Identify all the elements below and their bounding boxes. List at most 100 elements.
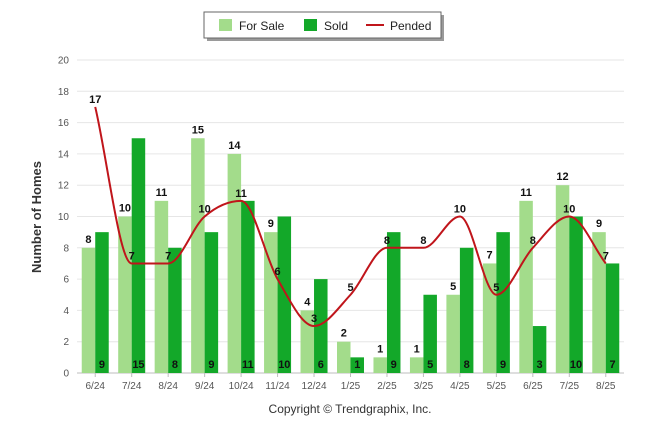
pended-line-layer [94, 106, 607, 328]
bar-sold [569, 216, 583, 373]
label-sold: 10 [570, 359, 582, 371]
label-pended: 7 [603, 250, 609, 262]
label-pended: 5 [347, 282, 353, 294]
y-tick-label: 20 [58, 56, 70, 67]
label-for-sale: 4 [304, 296, 311, 308]
label-sold: 1 [354, 359, 360, 371]
label-sold: 11 [242, 359, 254, 371]
legend-swatch-sold [304, 19, 317, 31]
label-for-sale: 9 [596, 218, 602, 230]
label-sold: 10 [278, 359, 290, 371]
bar-for-sale [482, 263, 497, 373]
label-for-sale: 8 [85, 234, 91, 246]
label-for-sale: 9 [268, 218, 274, 230]
label-for-sale: 11 [156, 187, 168, 199]
bar-for-sale [337, 341, 351, 373]
label-for-sale: 14 [228, 140, 241, 152]
label-for-sale: 1 [377, 343, 383, 355]
bar-for-sale [592, 232, 606, 373]
bar-for-sale [446, 294, 460, 373]
label-pended: 7 [129, 250, 135, 262]
bar-for-sale [154, 200, 169, 373]
label-pended: 17 [89, 94, 101, 106]
legend-label-for-sale: For Sale [239, 19, 285, 33]
label-pended: 5 [493, 282, 499, 294]
y-tick-label: 12 [58, 181, 70, 192]
y-tick-label: 8 [63, 243, 69, 254]
label-pended: 7 [165, 250, 171, 262]
label-pended: 8 [384, 235, 390, 247]
label-pended: 8 [530, 235, 536, 247]
bars [81, 138, 620, 373]
x-tick-label: 9/24 [195, 381, 215, 392]
bar-sold [204, 232, 219, 373]
x-tick-label: 1/25 [341, 381, 361, 392]
label-pended: 10 [199, 204, 211, 216]
y-tick-label: 6 [63, 275, 69, 286]
label-for-sale: 12 [556, 171, 568, 183]
y-tick-label: 16 [58, 118, 70, 129]
label-pended: 11 [235, 188, 247, 200]
label-sold: 9 [391, 359, 397, 371]
x-tick-label: 12/24 [302, 381, 327, 392]
label-sold: 9 [500, 359, 506, 371]
label-sold: 9 [99, 359, 105, 371]
bar-for-sale [81, 247, 96, 373]
bar-sold [605, 263, 620, 373]
label-sold: 15 [132, 359, 144, 371]
bar-sold [241, 200, 255, 373]
bar-sold [386, 232, 401, 373]
y-tick-label: 4 [63, 306, 69, 317]
bar-sold [277, 216, 292, 373]
label-for-sale: 10 [119, 203, 131, 215]
copyright-text: Copyright © Trendgraphix, Inc. [269, 402, 432, 416]
bar-sold [168, 247, 182, 373]
bar-sold [95, 232, 109, 373]
label-sold: 6 [318, 359, 324, 371]
label-sold: 3 [537, 359, 543, 371]
legend-box [203, 11, 442, 39]
label-pended: 3 [311, 313, 317, 325]
bar-for-sale [373, 357, 387, 373]
x-tick-label: 3/25 [414, 381, 434, 392]
x-tick-label: 8/25 [596, 381, 616, 392]
x-tick-label: 7/24 [122, 381, 142, 392]
bar-for-sale [191, 138, 205, 373]
label-pended: 8 [420, 235, 426, 247]
bar-for-sale [227, 153, 242, 373]
label-pended: 10 [454, 204, 466, 216]
bar-for-sale [555, 185, 570, 373]
label-sold: 7 [609, 359, 615, 371]
data-labels: 8917101571187159101411119106463215198158… [85, 94, 615, 371]
bar-sold [496, 232, 510, 373]
y-tick-label: 10 [58, 212, 70, 223]
y-tick-label: 0 [63, 369, 69, 380]
bar-sold [532, 326, 547, 373]
label-for-sale: 15 [192, 124, 204, 136]
x-tick-label: 11/24 [265, 381, 290, 392]
y-tick-label: 2 [63, 337, 69, 348]
x-tick-label: 7/25 [560, 381, 580, 392]
x-tick-label: 5/25 [487, 381, 507, 392]
bar-for-sale [519, 200, 533, 373]
label-for-sale: 2 [341, 328, 347, 340]
x-tick-label: 10/24 [229, 381, 254, 392]
bar-sold [459, 247, 474, 373]
legend-swatch-for-sale [219, 19, 232, 31]
x-tick-label: 2/25 [377, 381, 397, 392]
y-axis-label: Number of Homes [29, 161, 44, 273]
label-pended: 6 [275, 266, 281, 278]
label-sold: 8 [464, 359, 470, 371]
bar-sold [314, 279, 328, 373]
bar-sold [350, 357, 364, 373]
label-sold: 9 [208, 359, 214, 371]
label-pended: 10 [563, 204, 575, 216]
y-tick-label: 18 [58, 87, 70, 98]
legend-label-sold: Sold [324, 19, 348, 33]
y-tick-label: 14 [58, 149, 70, 160]
bar-sold [131, 138, 146, 373]
bar-for-sale [409, 357, 424, 373]
